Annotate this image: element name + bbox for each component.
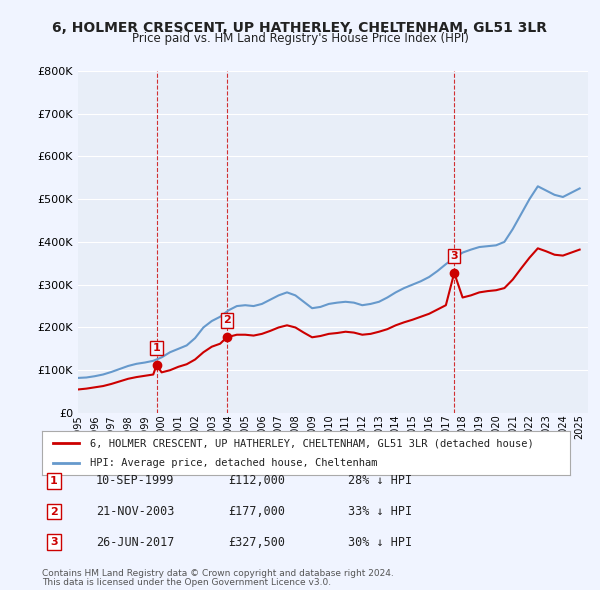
Text: 21-NOV-2003: 21-NOV-2003 [96, 505, 175, 518]
Text: 30% ↓ HPI: 30% ↓ HPI [348, 536, 412, 549]
Text: 2: 2 [50, 507, 58, 516]
Text: 6, HOLMER CRESCENT, UP HATHERLEY, CHELTENHAM, GL51 3LR: 6, HOLMER CRESCENT, UP HATHERLEY, CHELTE… [53, 21, 548, 35]
Text: 6, HOLMER CRESCENT, UP HATHERLEY, CHELTENHAM, GL51 3LR (detached house): 6, HOLMER CRESCENT, UP HATHERLEY, CHELTE… [89, 438, 533, 448]
Text: 33% ↓ HPI: 33% ↓ HPI [348, 505, 412, 518]
Text: 3: 3 [50, 537, 58, 547]
Text: Contains HM Land Registry data © Crown copyright and database right 2024.: Contains HM Land Registry data © Crown c… [42, 569, 394, 578]
Text: 1: 1 [153, 343, 160, 353]
Text: £112,000: £112,000 [228, 474, 285, 487]
Text: HPI: Average price, detached house, Cheltenham: HPI: Average price, detached house, Chel… [89, 458, 377, 467]
Text: 1: 1 [50, 476, 58, 486]
Text: £177,000: £177,000 [228, 505, 285, 518]
Text: 28% ↓ HPI: 28% ↓ HPI [348, 474, 412, 487]
Text: Price paid vs. HM Land Registry's House Price Index (HPI): Price paid vs. HM Land Registry's House … [131, 32, 469, 45]
Text: 2: 2 [223, 315, 230, 325]
Text: This data is licensed under the Open Government Licence v3.0.: This data is licensed under the Open Gov… [42, 578, 331, 587]
Text: £327,500: £327,500 [228, 536, 285, 549]
Text: 26-JUN-2017: 26-JUN-2017 [96, 536, 175, 549]
Text: 10-SEP-1999: 10-SEP-1999 [96, 474, 175, 487]
Text: 3: 3 [451, 251, 458, 261]
